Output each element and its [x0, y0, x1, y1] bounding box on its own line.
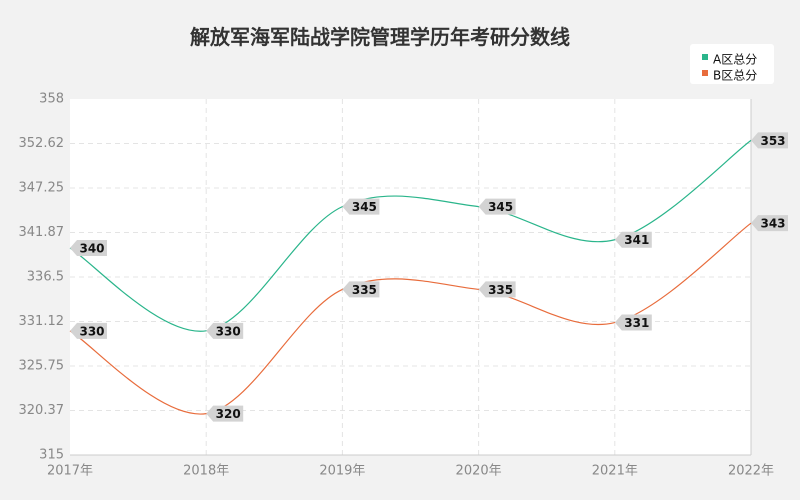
- legend-swatch-b: [702, 70, 708, 76]
- legend-item-b[interactable]: B区总分: [702, 69, 757, 83]
- data-label: 353: [751, 132, 788, 149]
- y-tick-label: 352.62: [19, 136, 65, 151]
- y-tick-label: 331.12: [19, 314, 65, 329]
- data-label: 335: [342, 281, 380, 298]
- x-tick-label: 2017年: [47, 464, 93, 479]
- data-label-value: 345: [352, 200, 377, 214]
- data-label-box: [751, 215, 788, 232]
- data-label-value: 340: [79, 242, 104, 256]
- series-line-b: [69, 222, 752, 415]
- y-tick-label: 347.25: [19, 181, 65, 196]
- data-label: 335: [478, 281, 516, 298]
- y-tick-label: 325.75: [19, 359, 65, 374]
- legend-box: [690, 44, 774, 84]
- legend-item-a[interactable]: A区总分: [702, 53, 757, 67]
- data-labels: 340 330 345 345 341 353 330 320 335 335 331 343: [70, 132, 788, 422]
- data-label-value: 320: [216, 407, 241, 421]
- data-label-box: [342, 198, 380, 215]
- data-label-box: [614, 231, 652, 248]
- data-label-value: 353: [760, 134, 785, 148]
- x-axis-ticks: 2017年 2018年 2019年 2020年 2021年 2022年: [47, 464, 774, 479]
- data-label-value: 335: [488, 283, 513, 297]
- x-tick-label: 2021年: [592, 464, 638, 479]
- data-label-value: 345: [488, 200, 513, 214]
- data-label-box: [478, 281, 516, 298]
- data-label-box: [206, 405, 244, 422]
- data-label: 343: [751, 215, 788, 232]
- data-label-box: [70, 322, 107, 339]
- data-label: 330: [70, 322, 107, 339]
- y-tick-label: 358: [39, 92, 64, 107]
- y-tick-label: 341.87: [19, 225, 65, 240]
- data-label: 341: [614, 231, 652, 248]
- chart-title: 解放军海军陆战学院管理学历年考研分数线: [190, 25, 570, 49]
- data-label-value: 341: [624, 233, 649, 247]
- axes: [70, 99, 752, 456]
- data-label-box: [751, 132, 788, 149]
- data-label: 320: [206, 405, 244, 422]
- data-label-box: [206, 322, 244, 339]
- data-label-value: 343: [760, 217, 785, 231]
- legend-label-b: B区总分: [713, 69, 757, 83]
- series-lines: [69, 139, 752, 415]
- data-label-box: [342, 281, 380, 298]
- x-tick-label: 2020年: [456, 464, 502, 479]
- y-axis-ticks: 358 352.62 347.25 341.87 336.5 331.12 325.75 32…: [19, 92, 65, 463]
- y-tick-label: 315: [39, 448, 64, 463]
- data-label-box: [70, 240, 107, 257]
- data-label-value: 335: [352, 283, 377, 297]
- data-label-value: 331: [624, 316, 649, 330]
- legend[interactable]: A区总分 B区总分: [690, 44, 774, 84]
- legend-label-a: A区总分: [713, 53, 757, 67]
- data-label: 345: [478, 198, 516, 215]
- legend-swatch-a: [702, 54, 708, 60]
- x-tick-label: 2018年: [183, 464, 229, 479]
- data-label: 331: [614, 314, 652, 331]
- data-label-value: 330: [216, 324, 241, 338]
- data-label-box: [478, 198, 516, 215]
- y-tick-label: 336.5: [27, 270, 64, 285]
- data-label: 330: [206, 322, 244, 339]
- y-tick-label: 320.37: [19, 403, 65, 418]
- series-line-a: [69, 139, 752, 332]
- data-label: 340: [70, 240, 107, 257]
- data-label: 345: [342, 198, 380, 215]
- x-tick-label: 2019年: [319, 464, 365, 479]
- data-label-box: [614, 314, 652, 331]
- x-tick-label: 2022年: [728, 464, 774, 479]
- data-label-value: 330: [79, 324, 104, 338]
